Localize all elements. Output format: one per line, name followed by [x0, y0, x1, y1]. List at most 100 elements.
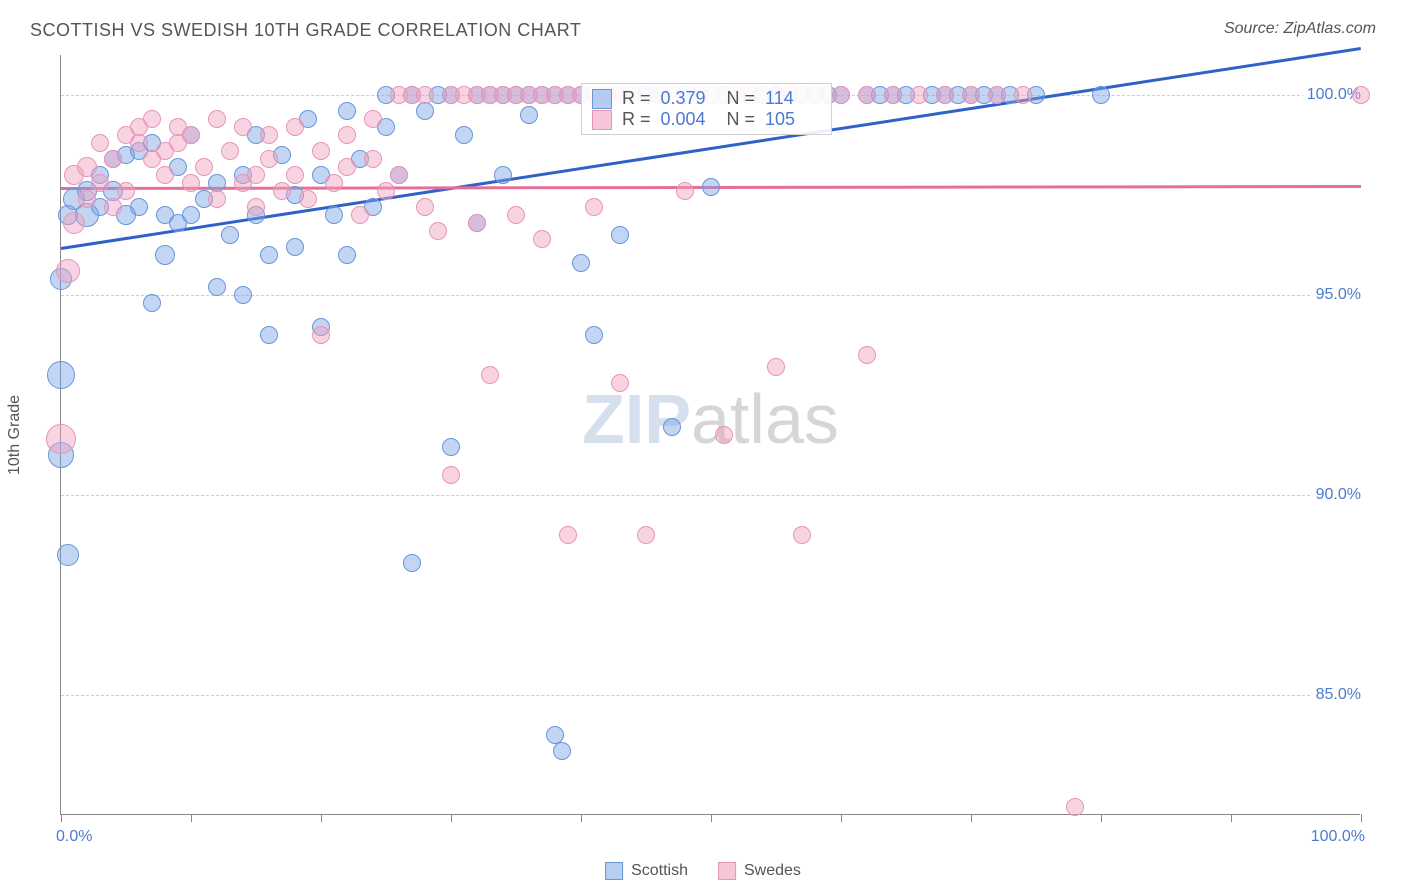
- data-point: [299, 190, 317, 208]
- stat-n-value: 105: [765, 109, 821, 130]
- data-point: [57, 544, 79, 566]
- data-point: [208, 190, 226, 208]
- data-point: [988, 86, 1006, 104]
- bottom-legend: Scottish Swedes: [605, 862, 801, 880]
- data-point: [104, 150, 122, 168]
- data-point: [91, 134, 109, 152]
- data-point: [455, 126, 473, 144]
- data-point: [793, 526, 811, 544]
- x-tick: [1361, 814, 1362, 822]
- data-point: [46, 424, 76, 454]
- data-point: [442, 466, 460, 484]
- data-point: [494, 166, 512, 184]
- legend-swatch: [592, 110, 612, 130]
- gridline-h: [61, 695, 1360, 696]
- data-point: [611, 226, 629, 244]
- source-label: Source: ZipAtlas.com: [1224, 20, 1376, 38]
- stat-n-label: N =: [727, 88, 756, 109]
- data-point: [910, 86, 928, 104]
- stat-r-value: 0.379: [661, 88, 717, 109]
- data-point: [260, 326, 278, 344]
- watermark-atlas: atlas: [691, 380, 839, 458]
- data-point: [377, 182, 395, 200]
- x-label-min: 0.0%: [56, 828, 92, 846]
- data-point: [117, 182, 135, 200]
- x-tick: [1231, 814, 1232, 822]
- legend-swatch: [605, 862, 623, 880]
- data-point: [533, 230, 551, 248]
- data-point: [56, 259, 80, 283]
- data-point: [155, 245, 175, 265]
- data-point: [572, 254, 590, 272]
- data-point: [611, 374, 629, 392]
- x-label-max: 100.0%: [1311, 828, 1365, 846]
- data-point: [1066, 798, 1084, 816]
- stat-r-label: R =: [622, 88, 651, 109]
- data-point: [260, 246, 278, 264]
- data-point: [364, 150, 382, 168]
- data-point: [338, 246, 356, 264]
- data-point: [338, 126, 356, 144]
- stat-n-value: 114: [765, 88, 821, 109]
- legend-item: Swedes: [718, 862, 801, 880]
- data-point: [351, 206, 369, 224]
- y-tick-label: 95.0%: [1312, 286, 1365, 304]
- legend-swatch: [718, 862, 736, 880]
- stat-n-label: N =: [727, 109, 756, 130]
- stat-r-value: 0.004: [661, 109, 717, 130]
- data-point: [286, 118, 304, 136]
- y-axis-title: 10th Grade: [6, 395, 24, 475]
- x-tick: [191, 814, 192, 822]
- data-point: [182, 174, 200, 192]
- x-tick: [841, 814, 842, 822]
- data-point: [286, 238, 304, 256]
- x-tick: [321, 814, 322, 822]
- data-point: [182, 206, 200, 224]
- stats-box: R = 0.379 N = 114R = 0.004 N = 105: [581, 83, 832, 135]
- data-point: [260, 150, 278, 168]
- data-point: [325, 174, 343, 192]
- x-tick: [711, 814, 712, 822]
- data-point: [520, 106, 538, 124]
- data-point: [559, 526, 577, 544]
- x-tick: [581, 814, 582, 822]
- data-point: [364, 110, 382, 128]
- data-point: [77, 157, 97, 177]
- stats-row: R =0.004N =105: [592, 109, 821, 130]
- data-point: [507, 206, 525, 224]
- y-tick-label: 85.0%: [1312, 686, 1365, 704]
- data-point: [390, 166, 408, 184]
- data-point: [221, 142, 239, 160]
- stats-row: R = 0.379 N = 114: [592, 88, 821, 109]
- data-point: [247, 198, 265, 216]
- data-point: [715, 426, 733, 444]
- data-point: [195, 158, 213, 176]
- data-point: [416, 198, 434, 216]
- data-point: [91, 174, 109, 192]
- data-point: [78, 190, 96, 208]
- data-point: [1014, 86, 1032, 104]
- legend-item: Scottish: [605, 862, 688, 880]
- data-point: [234, 118, 252, 136]
- data-point: [403, 554, 421, 572]
- data-point: [585, 326, 603, 344]
- x-tick: [61, 814, 62, 822]
- data-point: [260, 126, 278, 144]
- data-point: [858, 346, 876, 364]
- data-point: [104, 198, 122, 216]
- data-point: [585, 198, 603, 216]
- data-point: [1352, 86, 1370, 104]
- data-point: [63, 212, 85, 234]
- data-point: [312, 326, 330, 344]
- data-point: [553, 742, 571, 760]
- data-point: [47, 361, 75, 389]
- data-point: [416, 86, 434, 104]
- legend-swatch: [592, 89, 612, 109]
- data-point: [208, 110, 226, 128]
- data-point: [481, 366, 499, 384]
- data-point: [338, 158, 356, 176]
- y-tick-label: 90.0%: [1312, 486, 1365, 504]
- data-point: [962, 86, 980, 104]
- data-point: [325, 206, 343, 224]
- data-point: [130, 134, 148, 152]
